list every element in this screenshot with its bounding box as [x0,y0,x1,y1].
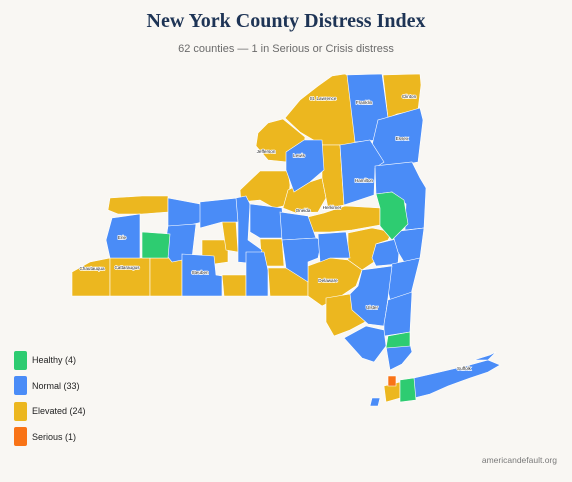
county-herkimer[interactable] [321,144,345,209]
county-wayne-ontario[interactable] [199,197,241,229]
label-steuben: Steuben [191,270,209,275]
label-suffolk: Suffolk [457,366,472,371]
source-credit: americandefault.org [481,455,557,465]
county-richmond[interactable] [369,397,381,407]
label-cattaraugus: Cattaraugus [114,265,140,270]
county-genesee[interactable] [141,231,171,259]
legend-swatch-normal [14,376,27,395]
label-clinton: Clinton [402,94,417,99]
county-broome[interactable] [245,251,269,297]
county-niagara-erie[interactable] [105,213,141,259]
legend-swatch-elevated [14,401,27,421]
county-chenango-otsego[interactable] [281,237,323,283]
county-saratoga[interactable] [375,191,409,241]
county-orange[interactable] [343,325,387,363]
county-westchester[interactable] [385,331,411,349]
county-steuben[interactable] [181,253,223,297]
legend-label-elevated: Elevated (24) [32,406,86,416]
county-nassau-east[interactable] [399,377,417,403]
county-bronx[interactable] [387,375,397,387]
county-chemung[interactable] [221,274,247,297]
label-herkimer: Herkimer [323,205,342,210]
legend-label-healthy: Healthy (4) [32,355,77,365]
county-otsego[interactable] [317,231,351,263]
legend-swatch-serious [14,427,27,446]
normal-counties [105,73,501,407]
county-lewis[interactable] [285,139,325,193]
county-cayuga[interactable] [235,195,263,265]
county-labels: St. Lawrence Franklin Clinton Essex Jeff… [79,93,473,371]
label-ulster: Ulster [366,305,378,310]
label-erie: Erie [118,235,127,240]
label-franklin: Franklin [356,100,373,105]
county-monroe[interactable] [167,197,203,227]
serious-counties [387,375,397,387]
label-hamilton: Hamilton [355,178,374,183]
county-wyoming[interactable] [107,195,169,215]
county-delaware[interactable] [307,257,363,307]
legend-item-serious: Serious (1) [14,427,86,447]
label-essex: Essex [396,136,409,141]
label-jefferson: Jefferson [257,149,276,154]
page-subtitle: 62 counties — 1 in Serious or Crisis dis… [178,43,394,55]
county-cattaraugus[interactable] [109,257,151,297]
county-ulster[interactable] [349,265,393,327]
label-st-lawrence: St. Lawrence [310,96,337,101]
county-putnam-westchester[interactable] [383,291,413,337]
label-delaware: Delaware [318,278,338,283]
legend-swatch-healthy [14,350,27,370]
county-allegany[interactable] [149,257,183,297]
county-onondaga[interactable] [249,203,285,239]
county-suffolk[interactable] [413,359,501,399]
legend-label-serious: Serious (1) [32,431,77,442]
legend-label-normal: Normal (33) [32,380,80,391]
legend-item-healthy: Healthy (4) [14,350,86,370]
healthy-counties [141,191,417,403]
legend-item-normal: Normal (33) [14,376,86,396]
label-oneida: Oneida [296,208,311,213]
legend-item-elevated: Elevated (24) [14,401,86,421]
label-chautauqua: Chautauqua [79,266,104,271]
county-chautauqua[interactable] [71,257,111,297]
label-lewis: Lewis [293,153,305,158]
legend: Healthy (4) Normal (33) Elevated (24) Se… [14,350,86,452]
page-title: New York County Distress Index [146,10,426,32]
county-suffolk-north-fork[interactable] [473,351,497,361]
